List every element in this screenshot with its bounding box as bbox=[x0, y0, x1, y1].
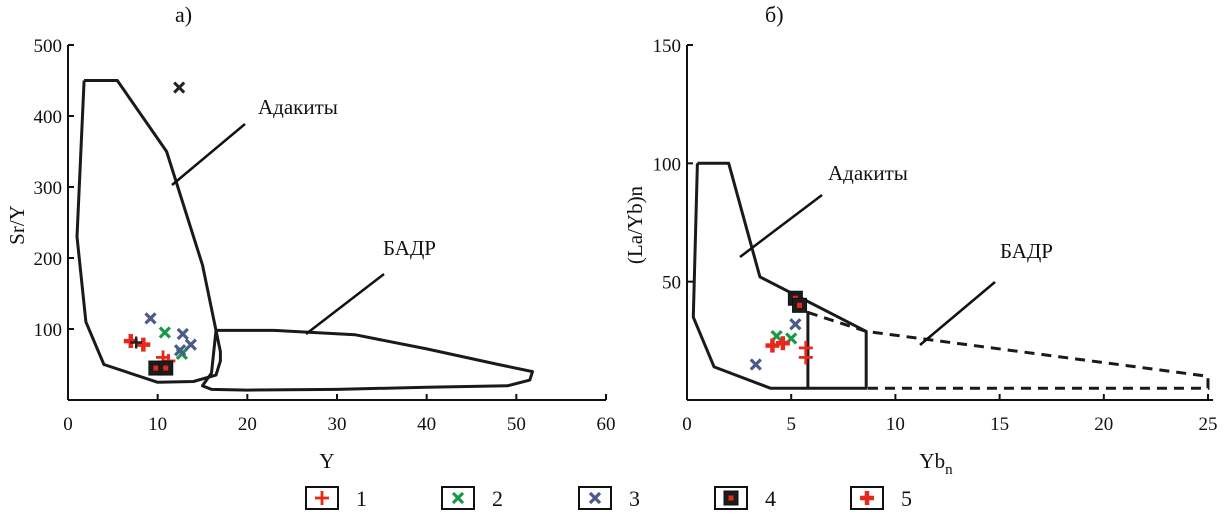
panel-label-b: б) bbox=[765, 2, 784, 27]
legend-marker bbox=[723, 490, 739, 506]
legend-swatch-frame bbox=[305, 486, 339, 510]
ticks-b: 0 5 10 15 20 25 50 100 150 bbox=[653, 36, 1218, 435]
data-point bbox=[749, 358, 762, 371]
points-b bbox=[749, 290, 813, 371]
x-axis-title-a: Y bbox=[319, 449, 334, 473]
x-tick-label: 25 bbox=[1199, 414, 1218, 435]
legend-swatch-frame bbox=[850, 486, 884, 510]
fields-b bbox=[691, 161, 1210, 390]
x-tick-label: 10 bbox=[886, 414, 905, 435]
data-point bbox=[158, 326, 171, 339]
legend-item: 4 bbox=[714, 486, 776, 511]
x-axis-title-b: Ybn bbox=[919, 449, 953, 478]
data-point bbox=[136, 337, 151, 352]
x-tick-label: 15 bbox=[990, 414, 1009, 435]
data-point bbox=[144, 312, 157, 325]
legend-label: 4 bbox=[765, 486, 776, 511]
data-point bbox=[173, 344, 187, 357]
x-axis-title-b-main: Yb bbox=[919, 449, 945, 473]
x-tick-label: 20 bbox=[238, 414, 257, 435]
y-tick-label: 400 bbox=[34, 107, 63, 128]
data-point bbox=[158, 360, 174, 376]
points-a bbox=[123, 81, 197, 376]
legend-swatch-frame bbox=[714, 486, 748, 510]
legend-swatch-frame bbox=[441, 486, 475, 510]
legend-swatch-frame bbox=[578, 486, 612, 510]
y-tick-label: 500 bbox=[34, 36, 63, 57]
legend-item: 1 bbox=[305, 486, 367, 511]
legend-label: 3 bbox=[629, 486, 640, 511]
y-tick-label: 100 bbox=[653, 154, 682, 175]
field-outline bbox=[201, 328, 534, 392]
panel-label-a: а) bbox=[175, 2, 192, 27]
legend-label: 1 bbox=[356, 486, 367, 511]
data-point bbox=[792, 297, 808, 313]
legend: 1 2 3 4 5 bbox=[305, 486, 912, 511]
leader-adakites-a bbox=[171, 123, 246, 186]
legend-label: 2 bbox=[492, 486, 503, 511]
y-tick-label: 300 bbox=[34, 178, 63, 199]
legend-marker bbox=[860, 491, 874, 505]
x-axis-title-b-sub: n bbox=[945, 462, 953, 478]
data-point bbox=[789, 318, 802, 331]
field-outline bbox=[691, 161, 868, 390]
label-adakites-b: Адакиты bbox=[828, 161, 908, 185]
field-outline bbox=[75, 79, 222, 384]
fields-a bbox=[75, 79, 534, 392]
legend-label: 5 bbox=[901, 486, 912, 511]
leader-badr-b bbox=[919, 281, 996, 346]
data-point bbox=[130, 336, 143, 349]
legend-marker bbox=[588, 491, 602, 505]
data-point bbox=[798, 350, 813, 365]
label-adakites-a: Адакиты bbox=[258, 95, 338, 119]
data-point bbox=[184, 338, 197, 351]
data-point bbox=[173, 81, 186, 94]
x-tick-label: 50 bbox=[507, 414, 526, 435]
legend-marker bbox=[451, 491, 465, 505]
y-tick-label: 200 bbox=[34, 249, 63, 270]
legend-item: 5 bbox=[850, 486, 912, 511]
x-tick-label: 20 bbox=[1094, 414, 1113, 435]
y-axis-title-a: Sr/Y bbox=[5, 205, 29, 245]
x-tick-label: 5 bbox=[786, 414, 796, 435]
x-tick-label: 10 bbox=[148, 414, 167, 435]
legend-item: 2 bbox=[441, 486, 503, 511]
data-point bbox=[176, 327, 189, 341]
x-tick-label: 60 bbox=[597, 414, 616, 435]
x-tick-label: 40 bbox=[417, 414, 436, 435]
y-tick-label: 100 bbox=[34, 320, 63, 341]
ticks-a: 0 10 20 30 40 50 60 100 200 300 400 500 bbox=[34, 36, 616, 435]
label-badr-b: БАДР bbox=[1000, 239, 1053, 263]
leader-badr-a bbox=[305, 273, 385, 335]
data-point bbox=[765, 338, 780, 353]
x-tick-label: 30 bbox=[328, 414, 347, 435]
y-tick-label: 50 bbox=[662, 273, 681, 294]
panel-b: б) 0 5 10 15 20 25 50 100 150 Адакиты БАДР (La/Y… bbox=[623, 2, 1218, 478]
x-tick-label: 0 bbox=[63, 414, 73, 435]
legend-item: 3 bbox=[578, 486, 640, 511]
leader-adakites-b bbox=[739, 194, 823, 258]
y-tick-label: 150 bbox=[653, 36, 682, 57]
data-point bbox=[775, 336, 790, 351]
label-badr-a: БАДР bbox=[383, 236, 436, 260]
legend-marker bbox=[315, 491, 329, 505]
field-outline bbox=[807, 310, 1210, 390]
x-tick-label: 0 bbox=[682, 414, 692, 435]
y-axis-title-b: (La/Yb)n bbox=[623, 185, 647, 264]
